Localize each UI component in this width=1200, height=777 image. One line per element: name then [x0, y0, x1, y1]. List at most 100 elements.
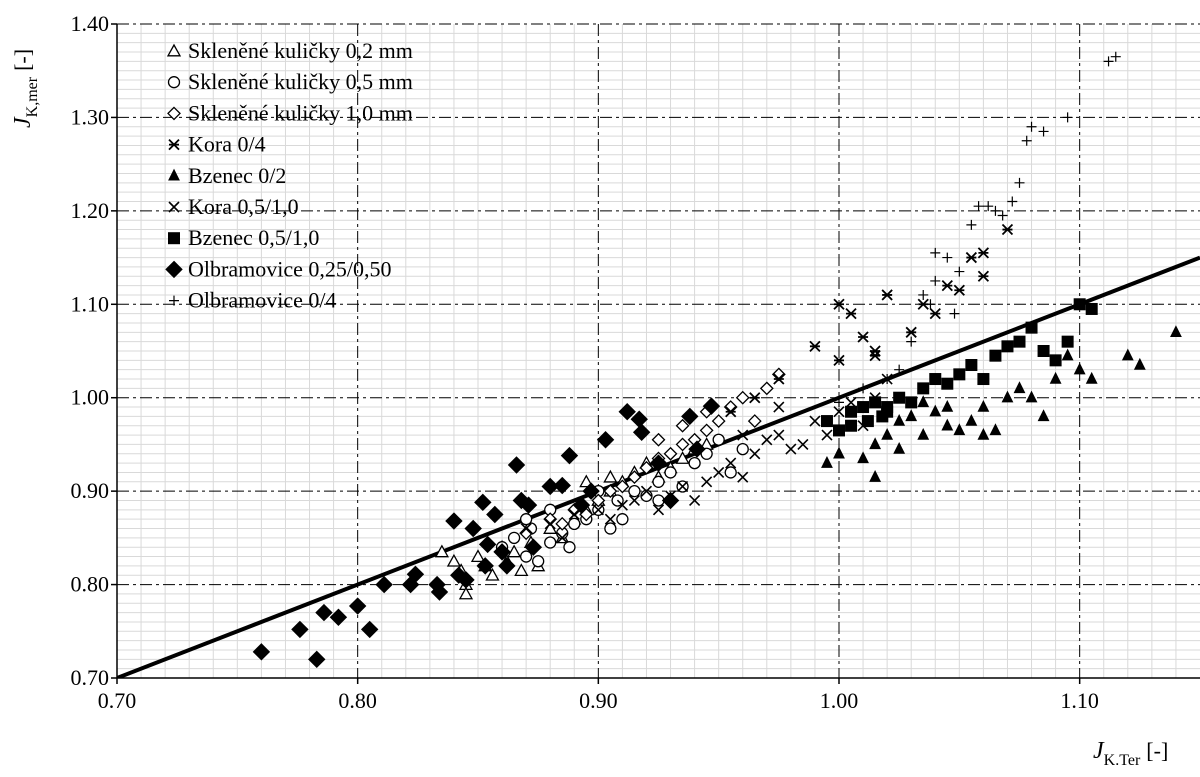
data-point	[1049, 354, 1062, 367]
x-axis-title: JK.Ter [-]	[1093, 738, 1168, 769]
y-axis-subscript: K,mer	[24, 76, 41, 117]
data-point	[845, 419, 858, 432]
x-axis-subscript: K.Ter	[1104, 752, 1141, 769]
legend-label: Kora 0/4	[188, 132, 266, 157]
data-point	[953, 423, 966, 436]
data-point	[1170, 325, 1182, 338]
data-point	[1025, 321, 1038, 334]
data-point	[1001, 340, 1014, 353]
data-point	[1037, 409, 1050, 422]
data-point	[990, 205, 1001, 216]
data-point	[881, 405, 894, 418]
data-point	[893, 441, 906, 454]
data-point	[553, 476, 571, 495]
data-point	[640, 485, 653, 497]
data-point	[966, 219, 977, 230]
data-point	[1038, 126, 1049, 137]
data-point	[592, 504, 604, 516]
data-point	[457, 571, 475, 589]
data-point	[556, 532, 568, 544]
data-point	[845, 396, 857, 408]
data-point	[498, 557, 516, 575]
data-point	[724, 466, 737, 479]
data-point	[700, 447, 713, 460]
y-tick-label: 1.20	[71, 198, 110, 223]
data-point	[1013, 335, 1026, 348]
x-tick-label: 1.10	[1060, 688, 1099, 713]
data-point	[555, 516, 570, 531]
data-point	[681, 407, 699, 426]
data-point	[493, 543, 511, 561]
data-point	[675, 451, 690, 464]
data-point	[953, 368, 966, 381]
data-point	[1073, 362, 1086, 375]
data-point	[869, 470, 882, 482]
data-point	[507, 456, 526, 474]
series-3	[725, 223, 1014, 418]
legend-label: Olbramovice 0/4	[188, 288, 336, 313]
data-point	[699, 423, 714, 438]
data-point	[628, 494, 640, 507]
data-point	[568, 517, 581, 530]
series-6	[820, 298, 1098, 437]
data-point	[1007, 196, 1018, 207]
data-point	[649, 454, 668, 472]
data-point	[604, 522, 617, 535]
data-point	[941, 399, 954, 412]
data-point	[579, 474, 594, 488]
data-point	[833, 298, 845, 310]
data-point	[616, 499, 628, 511]
data-point	[893, 391, 906, 404]
data-point	[941, 279, 953, 292]
data-point	[713, 466, 725, 479]
tick-labels: 0.70 0.80 0.90 1.00 1.10 0.70 0.80 0.90 1.00 1.10…	[71, 11, 1099, 713]
data-point	[506, 544, 522, 558]
data-point	[519, 513, 533, 526]
data-point	[997, 210, 1008, 221]
data-point	[1001, 390, 1014, 403]
data-point	[615, 479, 630, 494]
data-point	[702, 397, 721, 415]
data-point	[905, 396, 918, 409]
data-point	[291, 620, 309, 639]
data-point	[701, 476, 713, 488]
data-point	[632, 423, 651, 441]
data-point	[834, 397, 844, 408]
data-point	[941, 377, 954, 390]
data-point	[532, 555, 545, 568]
data-point	[820, 415, 833, 428]
data-point	[929, 404, 942, 417]
data-point	[917, 382, 930, 395]
data-point	[773, 373, 785, 385]
data-point	[652, 504, 665, 516]
data-point	[544, 518, 556, 530]
legend-marker	[169, 295, 179, 306]
data-point	[1110, 51, 1121, 62]
data-point	[797, 438, 809, 450]
data-point	[464, 519, 482, 538]
data-point	[761, 434, 773, 446]
data-point	[520, 522, 532, 535]
data-point	[485, 567, 500, 581]
data-point	[905, 326, 917, 338]
legend-marker	[168, 201, 180, 213]
series-7	[252, 397, 721, 669]
y-tick-label: 0.90	[71, 478, 110, 503]
y-axis-title: JK,mer [-]	[10, 49, 41, 128]
data-point	[773, 401, 785, 413]
data-point	[1061, 335, 1074, 348]
data-point	[308, 650, 326, 669]
data-point	[989, 423, 1002, 436]
legend: Skleněné kuličky 0,2 mm Skleněné kuličky …	[165, 38, 413, 313]
data-point	[1021, 135, 1032, 146]
data-point	[524, 538, 543, 556]
data-point	[857, 451, 869, 464]
data-point	[747, 414, 762, 428]
data-point	[596, 431, 615, 449]
data-point	[688, 456, 701, 470]
data-point	[688, 440, 706, 458]
data-point	[1121, 348, 1134, 361]
data-point	[1001, 223, 1014, 236]
